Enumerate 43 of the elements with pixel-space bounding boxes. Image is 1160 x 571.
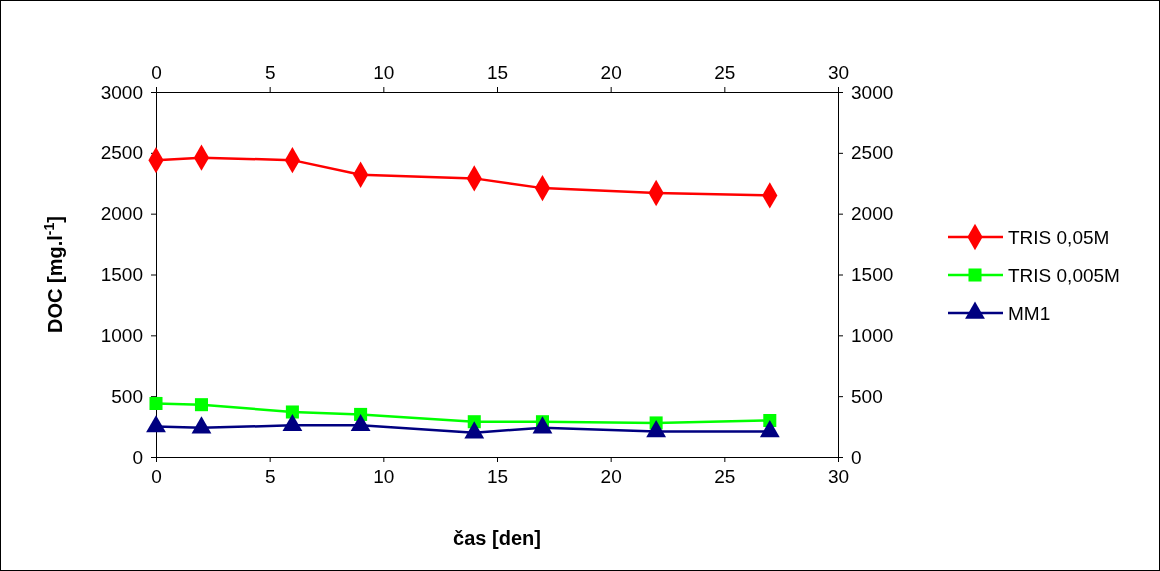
point [149,396,163,410]
y2-tick-label: 500 [851,385,883,407]
x2-tick-label: 10 [373,62,395,83]
y-tick-label: 500 [111,385,143,407]
y-tick-label: 1000 [100,324,143,346]
legend-label: MM1 [1008,303,1051,324]
legend-label: TRIS 0,05M [1008,227,1110,248]
point [646,420,667,438]
x-tick-label: 5 [264,466,276,488]
x-axis-title: čas [den] [453,527,541,549]
point [759,420,780,438]
x2-tick-label: 0 [151,62,162,83]
x-tick-label: 15 [486,466,509,488]
y-tick-label: 3000 [100,81,143,103]
x-tick-label: 10 [373,466,395,488]
x2-tick-label: 15 [486,62,509,83]
y2-tick-label: 1000 [851,324,894,346]
y-tick-label: 2000 [100,203,143,225]
legend-label: TRIS 0,005M [1008,265,1120,286]
y-tick-label: 0 [132,446,143,468]
x2-tick-label: 20 [600,62,622,83]
point [191,416,212,434]
y2-tick-label: 1500 [851,264,894,286]
point [350,413,371,432]
x2-tick-label: 25 [714,62,736,83]
y2-tick-label: 0 [851,446,862,468]
point [282,413,303,432]
y2-tick-label: 3000 [851,81,894,103]
point [532,416,553,434]
x2-tick-label: 30 [827,62,850,83]
y-tick-label: 2500 [100,142,143,164]
y-tick-label: 1500 [100,264,143,286]
y2-tick-label: 2500 [851,142,894,164]
x-tick-label: 30 [827,466,850,488]
point [146,415,166,433]
x-tick-label: 20 [600,466,622,488]
x-tick-label: 25 [714,466,736,488]
x2-tick-label: 5 [264,62,276,83]
point [464,421,485,439]
x-tick-label: 0 [151,466,162,488]
point [194,398,208,412]
y2-tick-label: 2000 [851,203,894,225]
point [285,405,299,419]
